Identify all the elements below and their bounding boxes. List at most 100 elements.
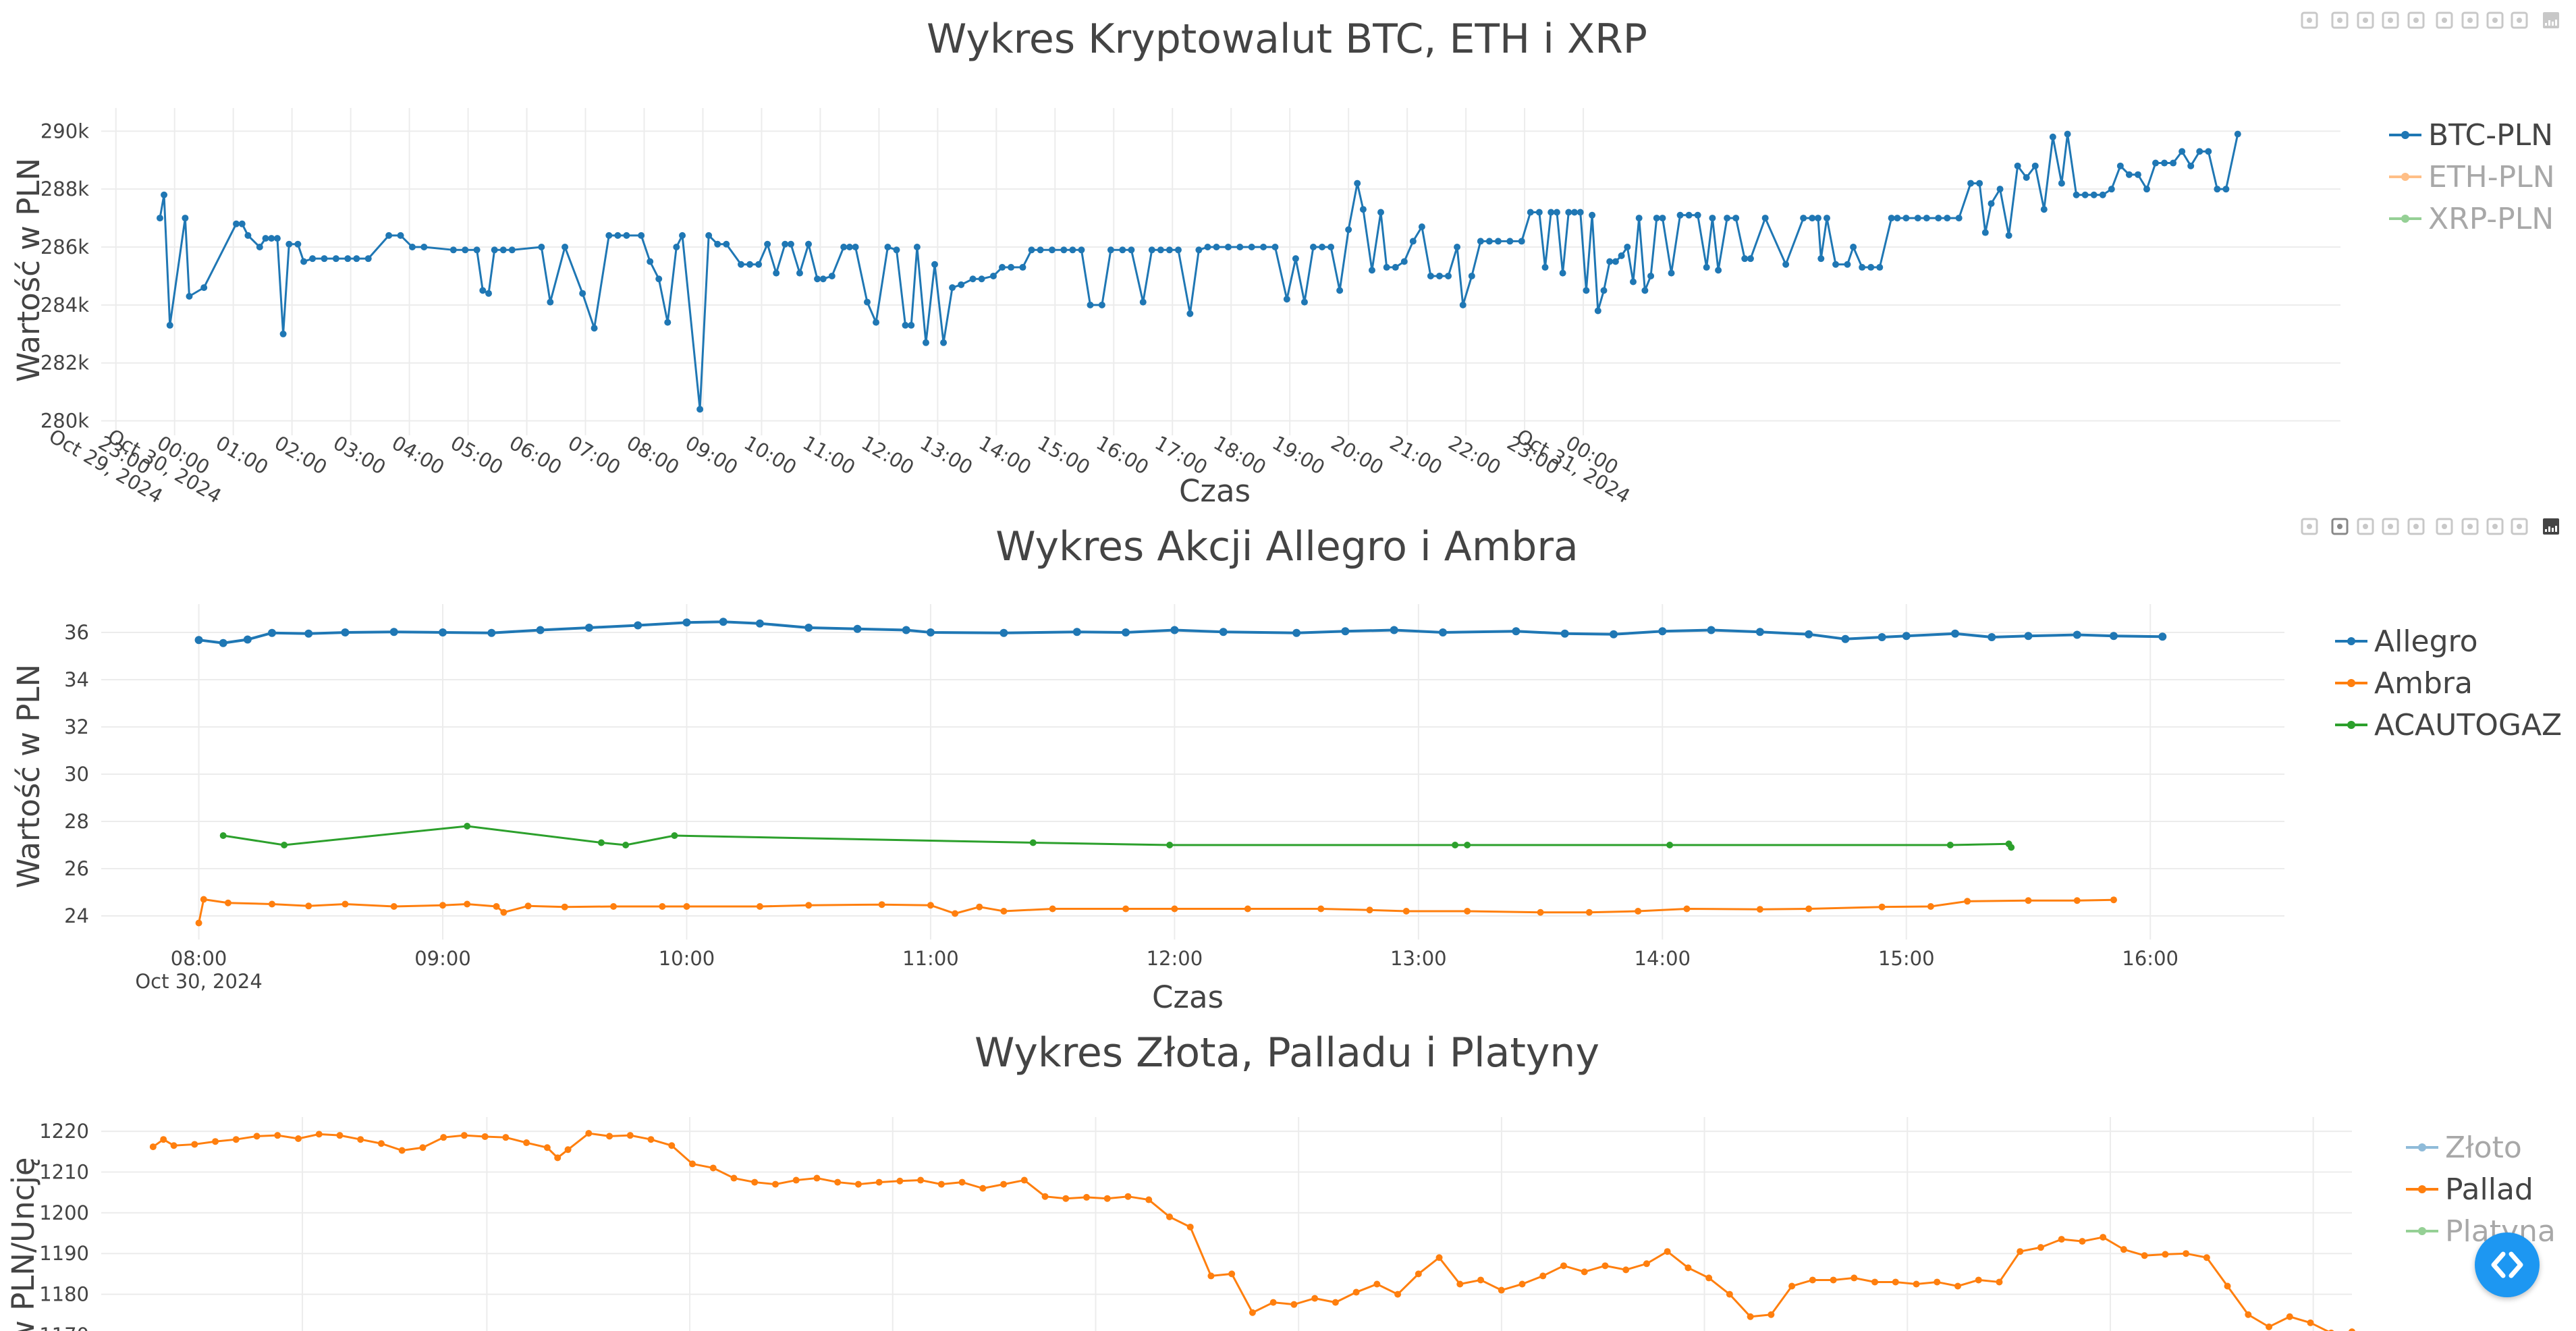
data-point <box>927 902 934 909</box>
data-point <box>976 903 983 911</box>
autoscale-icon[interactable] <box>2486 518 2504 535</box>
data-point <box>664 319 672 326</box>
pan-icon[interactable] <box>2357 518 2374 535</box>
metals-chart-ylabel: ść w PLN/Uncję <box>5 1157 41 1331</box>
zoom-in-icon[interactable] <box>2436 11 2453 29</box>
data-point <box>805 240 813 248</box>
plotly-logo-icon[interactable] <box>2543 12 2559 28</box>
legend-item-pallad[interactable]: Pallad <box>2406 1172 2533 1207</box>
stocks-modebar[interactable] <box>2301 518 2559 535</box>
box-select-icon[interactable] <box>2382 518 2399 535</box>
data-point <box>638 232 645 239</box>
data-point <box>1732 215 1740 222</box>
data-point <box>2008 844 2015 851</box>
data-point <box>1060 246 1068 254</box>
data-point <box>1072 628 1081 636</box>
zoom-icon[interactable] <box>2331 518 2349 535</box>
data-point <box>696 406 704 413</box>
camera-icon[interactable] <box>2301 518 2318 535</box>
data-point <box>1741 255 1749 263</box>
x-tick-label: 10:00 <box>740 431 800 479</box>
home-icon[interactable] <box>2511 11 2528 29</box>
data-point <box>1539 1272 1547 1280</box>
series-line <box>159 134 2239 410</box>
data-point <box>1684 1264 1692 1272</box>
home-icon[interactable] <box>2511 518 2528 535</box>
data-point <box>1366 906 1373 914</box>
zoom-icon[interactable] <box>2331 11 2349 29</box>
data-point <box>2224 1282 2231 1290</box>
data-point <box>408 244 416 251</box>
x-tick-label: 09:00 <box>414 947 471 970</box>
data-point <box>1809 215 1816 222</box>
data-point <box>1601 1262 1609 1270</box>
data-point <box>460 1132 468 1139</box>
y-tick-label: 30 <box>64 763 89 786</box>
data-point <box>792 1176 800 1184</box>
data-point <box>1705 1274 1713 1282</box>
data-point <box>949 284 956 292</box>
camera-icon[interactable] <box>2301 11 2318 29</box>
data-point <box>523 1139 530 1147</box>
data-point <box>2031 162 2039 169</box>
legend-item-platyna[interactable]: Platyna <box>2406 1214 2556 1249</box>
legend-item-allegro[interactable]: Allegro <box>2335 624 2478 659</box>
lasso-icon[interactable] <box>2407 11 2425 29</box>
data-point <box>1128 246 1135 254</box>
data-point <box>1317 905 1325 913</box>
legend-label: Złoto <box>2445 1131 2522 1165</box>
zoom-in-icon[interactable] <box>2436 518 2453 535</box>
data-point <box>2058 180 2065 187</box>
y-tick-label: 1210 <box>39 1160 89 1183</box>
data-point <box>2349 1328 2355 1331</box>
data-point <box>1435 1254 1443 1261</box>
zoom-out-icon[interactable] <box>2461 518 2479 535</box>
legend-item-eth-pln[interactable]: ETH-PLN <box>2389 160 2555 194</box>
data-point <box>1944 215 1951 222</box>
box-select-icon[interactable] <box>2382 11 2399 29</box>
data-point <box>1954 1282 1961 1290</box>
x-tick-label: 13:00 <box>916 431 977 479</box>
data-point <box>1664 1248 1671 1255</box>
data-point <box>1392 264 1399 271</box>
lasso-icon[interactable] <box>2407 518 2425 535</box>
data-point <box>377 1140 385 1147</box>
autoscale-icon[interactable] <box>2486 11 2504 29</box>
data-point <box>161 191 168 198</box>
pan-icon[interactable] <box>2357 11 2374 29</box>
legend-item-ambra[interactable]: Ambra <box>2335 666 2473 701</box>
data-point <box>1145 1196 1153 1203</box>
data-point <box>579 290 586 297</box>
data-point <box>2307 1319 2314 1326</box>
crypto-chart: Wykres Kryptowalut BTC, ETH i XRP Wartoś… <box>11 16 2555 509</box>
legend-item-złoto[interactable]: Złoto <box>2406 1131 2522 1165</box>
data-point <box>584 624 593 632</box>
plotly-logo-icon[interactable] <box>2543 518 2559 535</box>
legend-item-xrp-pln[interactable]: XRP-PLN <box>2389 202 2554 236</box>
crypto-modebar[interactable] <box>2301 11 2559 29</box>
data-point <box>1871 1278 1879 1286</box>
data-point <box>1823 215 1830 222</box>
data-point <box>1512 627 1520 636</box>
data-point <box>1709 215 1716 222</box>
data-point <box>1641 287 1649 294</box>
y-tick-label: 1220 <box>39 1120 89 1143</box>
data-point <box>730 1174 738 1182</box>
legend-item-acautogaz[interactable]: ACAUTOGAZ <box>2335 708 2562 742</box>
data-point <box>1559 269 1566 277</box>
data-point <box>755 261 763 268</box>
data-point <box>796 269 803 277</box>
data-point <box>1464 908 1471 915</box>
data-point <box>1332 1299 1339 1306</box>
data-point <box>1292 255 1299 263</box>
zoom-out-icon[interactable] <box>2461 11 2479 29</box>
data-point <box>2025 897 2032 904</box>
data-point <box>389 628 398 636</box>
data-point <box>813 1174 821 1182</box>
code-toggle-button[interactable] <box>2475 1232 2540 1297</box>
x-tick-label: 14:00 <box>1635 947 1691 970</box>
data-point <box>2014 162 2021 169</box>
legend-item-btc-pln[interactable]: BTC-PLN <box>2389 118 2553 153</box>
data-point <box>1685 211 1693 219</box>
data-point <box>1008 264 1015 271</box>
